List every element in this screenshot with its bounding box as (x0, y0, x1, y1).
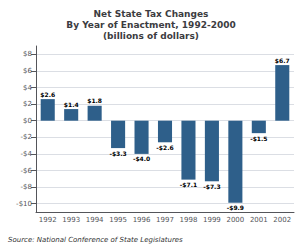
svg-text:2002: 2002 (273, 216, 291, 224)
svg-text:-$9.9: -$9.9 (227, 204, 244, 211)
svg-text:1994: 1994 (86, 216, 104, 224)
svg-text:1997: 1997 (156, 216, 174, 224)
svg-text:1993: 1993 (62, 216, 80, 224)
svg-text:2000: 2000 (226, 216, 244, 224)
svg-text:1999: 1999 (203, 216, 221, 224)
svg-text:1998: 1998 (180, 216, 198, 224)
svg-text:$2.6: $2.6 (40, 91, 55, 98)
svg-text:$2: $2 (23, 100, 32, 108)
svg-text:1996: 1996 (133, 216, 151, 224)
svg-text:-$2: -$2 (21, 133, 32, 141)
svg-text:1992: 1992 (39, 216, 57, 224)
svg-text:$6: $6 (23, 67, 32, 75)
svg-text:-$10: -$10 (16, 200, 32, 208)
svg-text:-$2.6: -$2.6 (156, 144, 173, 151)
svg-text:$1.8: $1.8 (87, 97, 102, 104)
svg-text:-$1.5: -$1.5 (250, 135, 267, 142)
svg-text:-$4.0: -$4.0 (133, 155, 150, 162)
svg-text:-$8: -$8 (21, 183, 32, 191)
svg-text:Source: National Conference of: Source: National Conference of State Leg… (8, 236, 183, 244)
svg-text:(billions of dollars): (billions of dollars) (103, 31, 199, 41)
svg-text:$6.7: $6.7 (275, 57, 290, 64)
svg-text:-$7.1: -$7.1 (180, 181, 197, 188)
svg-text:Net State Tax Changes: Net State Tax Changes (94, 9, 209, 19)
svg-text:-$7.3: -$7.3 (203, 183, 220, 190)
svg-text:$0: $0 (23, 117, 32, 125)
svg-text:2001: 2001 (250, 216, 268, 224)
svg-text:-$4: -$4 (21, 150, 33, 158)
svg-text:-$6: -$6 (21, 167, 33, 175)
svg-text:$4: $4 (23, 84, 32, 92)
svg-text:-$3.3: -$3.3 (109, 150, 126, 157)
svg-text:$1.4: $1.4 (64, 101, 79, 108)
svg-text:1995: 1995 (109, 216, 127, 224)
svg-text:By Year of Enactment, 1992-200: By Year of Enactment, 1992-2000 (66, 20, 235, 30)
svg-text:$8: $8 (23, 50, 32, 58)
